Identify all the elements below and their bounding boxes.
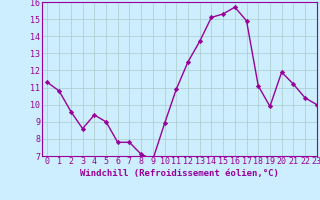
X-axis label: Windchill (Refroidissement éolien,°C): Windchill (Refroidissement éolien,°C): [80, 169, 279, 178]
